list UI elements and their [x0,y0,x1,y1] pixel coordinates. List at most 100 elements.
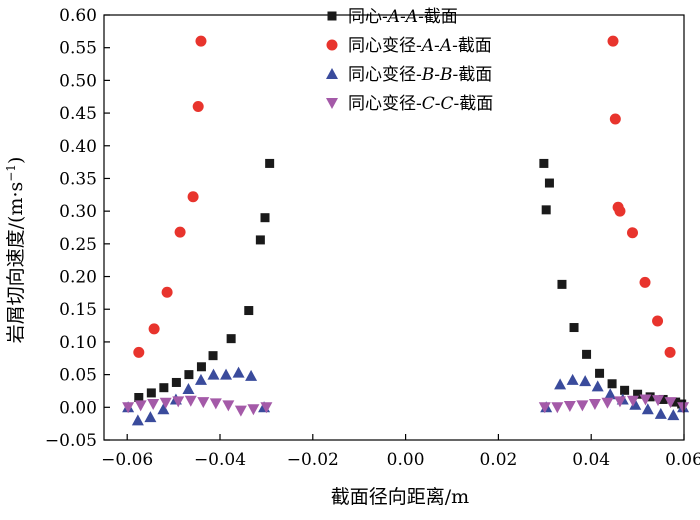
data-point [626,395,639,407]
legend-item: 同心-A-A-截面 [327,7,458,27]
data-point [601,397,614,409]
data-point [579,375,592,387]
data-point [208,351,218,361]
y-tick-label: 0.05 [59,366,97,386]
data-point [641,403,654,415]
data-point [609,113,621,125]
y-tick-label: 0.25 [59,235,97,255]
legend-marker [326,68,338,79]
y-axis-title-main: 岩屑切向速度/ [5,222,27,343]
legend-marker [326,39,338,51]
data-point [196,362,206,372]
data-point [172,396,185,408]
data-point [667,409,680,421]
data-point [222,400,235,412]
legend-label: 同心变径-C-C-截面 [348,94,493,114]
data-point [159,383,169,393]
data-point [639,276,651,288]
data-point [557,279,567,289]
legend-item: 同心变径-B-B-截面 [326,65,492,85]
data-point [187,191,199,203]
legend-marker [326,98,338,109]
data-point [639,394,652,406]
data-point [569,323,579,333]
data-point [620,385,630,395]
data-point [195,35,207,47]
data-point [159,397,172,409]
data-point [144,411,157,423]
data-point [207,368,220,380]
data-point [614,205,626,217]
data-point [133,346,145,358]
x-tick-label: 0.00 [387,450,425,470]
y-tick-label: 0.20 [59,268,97,288]
data-point [554,378,567,390]
series-1 [134,158,687,409]
axis-titles: 截面径向距离/m 岩屑切向速度/(m·s−1) [4,157,469,508]
data-point [161,286,173,298]
series-2 [133,35,676,358]
data-point [664,397,677,409]
y-tick-label: 0.60 [59,6,97,26]
legend-item: 同心变径-A-A-截面 [326,36,492,56]
data-point [148,323,160,335]
x-tick-label: 0.06 [665,450,700,470]
data-point [209,398,222,410]
legend-label: 同心变径-B-B-截面 [348,65,492,85]
y-tick-label: 0.50 [59,71,97,91]
data-marks [122,35,690,426]
data-point [232,366,245,378]
data-point [265,158,275,168]
y-axis-title-unit: (m·s [5,182,27,223]
y-tick-label: 0.00 [59,398,97,418]
x-tick-label: 0.04 [572,450,610,470]
data-point [197,397,210,409]
data-point [551,402,564,414]
y-tick-label: 0.30 [59,202,97,222]
data-point [122,402,135,414]
data-point [220,368,233,380]
data-point [588,399,601,411]
y-axis-title: 岩屑切向速度/(m·s−1) [4,157,27,344]
data-point [538,402,551,414]
y-tick-label: 0.40 [59,137,97,157]
data-point [247,404,260,416]
series-4 [122,394,690,417]
data-point [658,394,668,404]
data-point [244,306,254,316]
data-point [260,213,270,223]
data-point [146,388,156,398]
data-point [131,414,144,426]
data-point [184,395,197,407]
data-point [607,35,619,47]
data-point [652,315,664,327]
data-point [134,393,144,402]
data-point [652,395,665,407]
x-tick-label: −0.02 [287,450,339,470]
legend: 同心-A-A-截面同心变径-A-A-截面同心变径-B-B-截面同心变径-C-C-… [326,7,493,114]
data-point [134,400,147,412]
y-tick-label: 0.45 [59,104,97,124]
legend-label: 同心变径-A-A-截面 [348,36,492,56]
y-tick-label: 0.10 [59,333,97,353]
data-point [604,388,617,400]
data-point [607,379,617,389]
data-point [226,334,236,344]
y-tick-label: 0.55 [59,39,97,59]
data-point [182,383,195,394]
data-point [677,402,690,414]
data-point [633,389,643,399]
legend-marker [327,11,337,21]
data-point [147,399,160,411]
x-tick-label: 0.02 [479,450,517,470]
y-axis-title-close: ) [5,157,27,164]
data-point [541,205,551,215]
data-point [576,400,589,412]
y-tick-label: 0.15 [59,300,97,320]
y-axis-title-exponent: −1 [4,164,18,182]
data-point [245,369,258,381]
x-axis-title: 截面径向距离/m [331,486,469,508]
x-tick-label: −0.04 [194,450,246,470]
y-tick-label: −0.05 [45,431,97,451]
